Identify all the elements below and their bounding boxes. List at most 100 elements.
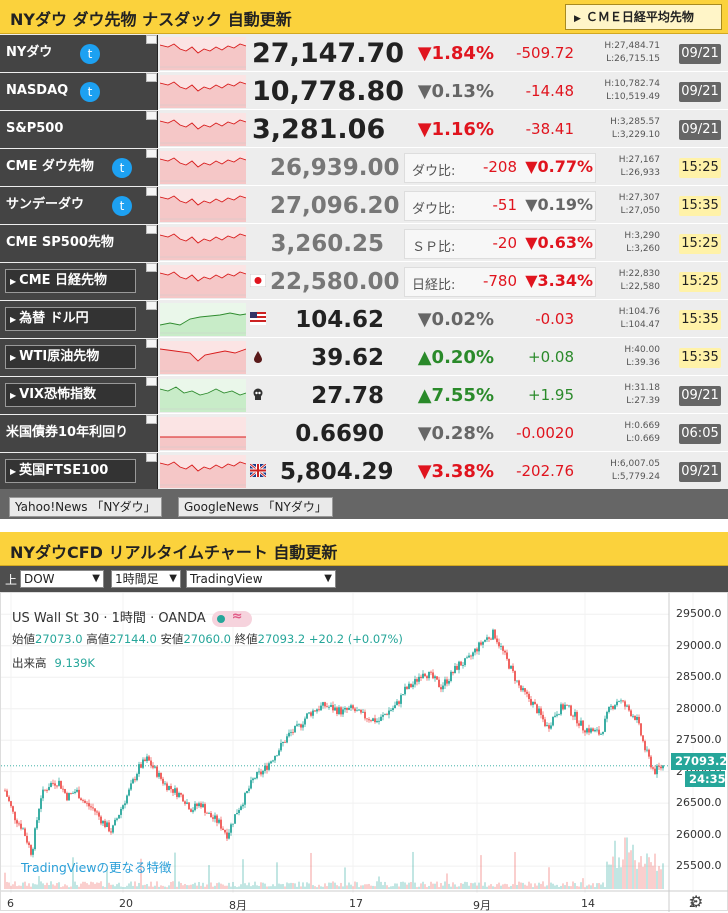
candle-body xyxy=(382,714,384,717)
twitter-icon[interactable]: t xyxy=(112,158,132,178)
volume-bar xyxy=(538,882,540,889)
expand-icon[interactable] xyxy=(146,149,157,158)
sparkline-chart[interactable] xyxy=(160,113,246,146)
candle-body xyxy=(624,701,626,707)
quote-name-cell[interactable]: ▶ WTI原油先物 xyxy=(0,339,158,376)
quote-name-cell[interactable]: ▶ 英国FTSE100 xyxy=(0,453,158,490)
expand-icon[interactable] xyxy=(146,111,157,120)
candle-body xyxy=(194,803,196,811)
quote-name-button[interactable]: ▶ VIX恐怖指数 xyxy=(5,383,136,407)
tradingview-features-link[interactable]: TradingViewの更なる特徴 xyxy=(21,860,172,875)
sparkline-chart[interactable] xyxy=(160,227,246,260)
candle-body xyxy=(540,708,542,715)
quote-row[interactable]: 米国債券10年利回り 0.6690 ▼0.28% -0.0020 H:0.669 L:0.… xyxy=(0,415,728,452)
expand-icon[interactable] xyxy=(146,225,157,234)
interval-select[interactable]: 1時間足 ▼ xyxy=(111,570,181,588)
expand-icon[interactable] xyxy=(146,301,157,310)
market-status-badge[interactable]: ≈ xyxy=(211,609,252,627)
expand-icon[interactable] xyxy=(146,187,157,196)
sparkline-chart[interactable] xyxy=(160,75,246,108)
quote-name-cell[interactable]: ▶ VIX恐怖指数 xyxy=(0,377,158,414)
candle-body xyxy=(54,783,56,786)
quote-row[interactable]: CME SP500先物 3,260.25 ＳＰ比: -20 ▼0.63% H:3,290 L… xyxy=(0,225,728,262)
quote-row[interactable]: CME ダウ先物 t 26,939.00 ダウ比: -208 ▼0.77% H:27,167… xyxy=(0,149,728,186)
expand-icon[interactable] xyxy=(146,35,157,44)
sparkline-chart[interactable] xyxy=(160,303,246,336)
comparison-value: -51 xyxy=(492,196,518,214)
candle-body xyxy=(44,789,46,791)
expand-icon[interactable] xyxy=(146,73,157,82)
quote-row[interactable]: サンデーダウ t 27,096.20 ダウ比: -51 ▼0.19% H:27,307 L:2… xyxy=(0,187,728,224)
sparkline-chart[interactable] xyxy=(160,379,246,412)
candle-body xyxy=(182,794,184,802)
candle-body xyxy=(422,673,424,679)
quote-row[interactable]: NASDAQ t 10,778.80 ▼0.13% -14.48 H:10,782.74 L… xyxy=(0,73,728,110)
candle-body xyxy=(342,709,344,715)
high-low: H:31.18 L:27.39 xyxy=(596,382,660,408)
volume-bar xyxy=(60,887,62,889)
volume-bar xyxy=(594,887,596,889)
volume-bar xyxy=(74,881,76,889)
volume-bar xyxy=(380,881,382,889)
quote-name-button[interactable]: ▶ WTI原油先物 xyxy=(5,345,136,369)
quote-name-cell[interactable]: S&P500 xyxy=(0,111,158,148)
volume-bar xyxy=(330,882,332,889)
chart-canvas[interactable] xyxy=(1,593,728,912)
sparkline-chart[interactable] xyxy=(160,37,246,70)
volume-bar xyxy=(138,882,140,889)
quote-name-cell[interactable]: NASDAQ xyxy=(0,73,158,110)
yahoo-news-link[interactable]: Yahoo!News 「NYダウ」 xyxy=(9,497,162,517)
sparkline-chart[interactable] xyxy=(160,151,246,184)
chart-controls: 上 DOW ▼ 1時間足 ▼ TradingView ▼ xyxy=(0,566,728,592)
sparkline-chart[interactable] xyxy=(160,417,246,450)
quote-name-cell[interactable]: CME ダウ先物 xyxy=(0,149,158,186)
twitter-icon[interactable]: t xyxy=(80,82,100,102)
tradingview-chart[interactable]: US Wall St 30 · 1時間 · OANDA ≈ 始値27073.0 高… xyxy=(0,592,728,912)
candle-body xyxy=(78,789,80,799)
volume-bar xyxy=(214,885,216,889)
quote-name-cell[interactable]: ▶ CME 日経先物 xyxy=(0,263,158,300)
comparison-box: ダウ比: -208 ▼0.77% xyxy=(404,153,596,183)
cme-nikkei-button[interactable]: ▶ ＣＭＥ日経平均先物 xyxy=(565,4,722,30)
quote-name-cell[interactable]: NYダウ xyxy=(0,35,158,72)
expand-icon[interactable] xyxy=(146,263,157,272)
quote-row[interactable]: NYダウ t 27,147.70 ▼1.84% -509.72 H:27,484.71 L:… xyxy=(0,35,728,72)
quote-name-button[interactable]: ▶ 英国FTSE100 xyxy=(5,459,136,483)
quote-name-button[interactable]: ▶ CME 日経先物 xyxy=(5,269,136,293)
quote-row[interactable]: ▶ VIX恐怖指数 27.78 ▲7.55% +1.95 H:31.18 L:27.39 09… xyxy=(0,377,728,414)
candle-body xyxy=(150,760,152,766)
quote-row[interactable]: ▶ WTI原油先物 39.62 ▲0.20% +0.08 H:40.00 L:39.36 15… xyxy=(0,339,728,376)
twitter-icon[interactable]: t xyxy=(112,196,132,216)
candle-body xyxy=(314,710,316,712)
sparkline-chart[interactable] xyxy=(160,341,246,374)
source-select[interactable]: TradingView ▼ xyxy=(186,570,336,588)
gear-icon[interactable]: ⚙ xyxy=(689,892,704,911)
sparkline-chart[interactable] xyxy=(160,189,246,222)
quote-row[interactable]: S&P500 3,281.06 ▼1.16% -38.41 H:3,285.57 L:3,… xyxy=(0,111,728,148)
expand-icon[interactable] xyxy=(146,415,157,424)
google-news-link[interactable]: GoogleNews 「NYダウ」 xyxy=(178,497,333,517)
candle-body xyxy=(172,789,174,793)
candle-body xyxy=(510,665,512,669)
quote-row[interactable]: ▶ CME 日経先物 22,580.00 日経比: -780 ▼3.34% H:22,830… xyxy=(0,263,728,300)
expand-icon[interactable] xyxy=(146,339,157,348)
twitter-icon[interactable]: t xyxy=(80,44,100,64)
volume-bar xyxy=(426,887,428,889)
candle-body xyxy=(80,798,82,801)
sparkline-chart[interactable] xyxy=(160,265,246,298)
sparkline-chart[interactable] xyxy=(160,455,246,488)
quote-row[interactable]: ▶ 英国FTSE100 5,804.29 ▼3.38% -202.76 H:6,007.0… xyxy=(0,453,728,490)
candle-body xyxy=(338,707,340,714)
symbol-select[interactable]: DOW ▼ xyxy=(20,570,104,588)
volume-bar xyxy=(282,884,284,889)
volume-bar xyxy=(622,859,624,889)
quote-name-cell[interactable]: CME SP500先物 xyxy=(0,225,158,262)
expand-icon[interactable] xyxy=(146,377,157,386)
high-low: H:10,782.74 L:10,519.49 xyxy=(596,78,660,104)
quote-name-cell[interactable]: サンデーダウ xyxy=(0,187,158,224)
quote-name-button[interactable]: ▶ 為替 ドル円 xyxy=(5,307,136,331)
quote-name-cell[interactable]: 米国債券10年利回り xyxy=(0,415,158,452)
quote-row[interactable]: ▶ 為替 ドル円 104.62 ▼0.02% -0.03 H:104.76 L:104.47… xyxy=(0,301,728,338)
quote-name-cell[interactable]: ▶ 為替 ドル円 xyxy=(0,301,158,338)
expand-icon[interactable] xyxy=(146,453,157,462)
